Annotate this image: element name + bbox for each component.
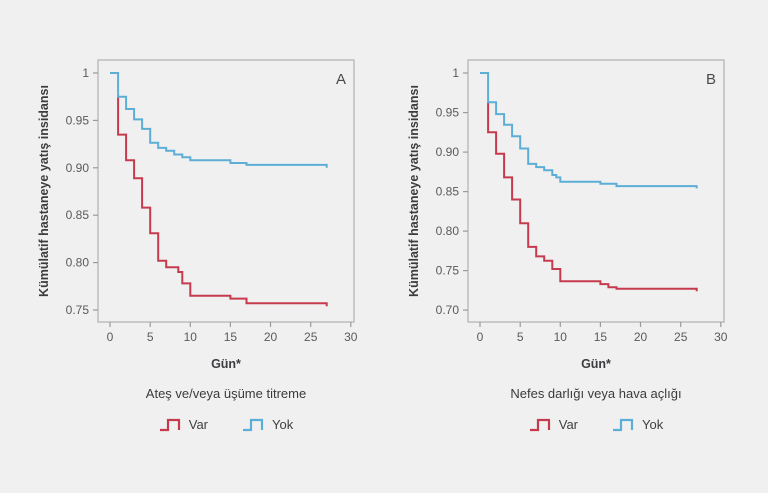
y-tick-label: 0.85: [436, 185, 460, 199]
legend-b-var-label: Var: [558, 417, 579, 432]
legend-a-yok-label: Yok: [272, 417, 294, 432]
panel-letter: A: [336, 71, 346, 88]
x-tick-label: 25: [674, 330, 688, 344]
y-tick-label: 1: [452, 66, 459, 80]
legend-a-item-var: Var: [159, 417, 208, 432]
survival-chart-b: 1 0.95 0.90 0.85 0.80 0.75 0.70 0 5 10 15 20 25 30 Gün…: [407, 59, 728, 371]
var-curve: [117, 96, 328, 307]
x-tick-label: 5: [147, 330, 154, 344]
x-tick-label: 15: [594, 330, 608, 344]
yok-curve: [480, 72, 698, 189]
legend-a-var-label: Var: [188, 417, 209, 432]
plot-frame: [467, 59, 725, 323]
y-tick-label: 0.80: [436, 224, 460, 238]
legend-b-items: Var Yok: [458, 417, 734, 432]
x-tick-label: 15: [224, 330, 238, 344]
y-axis-title: Kümülatif hastaneye yatış insidansı: [37, 85, 51, 297]
legend-b-item-var: Var: [529, 417, 578, 432]
panel-letter: B: [706, 71, 716, 88]
legend-b: Nefes darlığı veya hava açlığı Var Yok: [404, 384, 734, 432]
y-tick-label: 0.85: [66, 208, 90, 222]
step-line-icon: [529, 418, 550, 432]
legend-b-item-yok: Yok: [612, 417, 663, 432]
panel-a: 1 0.95 0.90 0.85 0.80 0.75 0 5 10 15 20 25 30 Gün* Küm…: [34, 48, 364, 493]
legend-b-yok-label: Yok: [642, 417, 664, 432]
y-tick-label: 0.95: [66, 113, 90, 127]
var-curve: [487, 102, 698, 292]
legend-a: Ateş ve/veya üşüme titreme Var Yok: [34, 384, 364, 432]
x-tick-label: 30: [344, 330, 358, 344]
legend-b-title: Nefes darlığı veya hava açlığı: [510, 386, 682, 401]
y-tick-label: 0.95: [436, 106, 460, 120]
y-tick-label: 0.75: [436, 264, 460, 278]
x-tick-label: 0: [107, 330, 114, 344]
x-tick-label: 20: [634, 330, 648, 344]
step-line-icon: [613, 418, 634, 432]
x-tick-label: 20: [264, 330, 278, 344]
legend-a-item-yok: Yok: [242, 417, 293, 432]
y-tick-label: 0.90: [436, 145, 460, 159]
y-tick-label: 1: [82, 66, 89, 80]
y-tick-label: 0.80: [66, 256, 90, 270]
panel-b: 1 0.95 0.90 0.85 0.80 0.75 0.70 0 5 10 15 20 25 30 Gün…: [404, 48, 734, 493]
y-tick-label: 0.75: [66, 303, 90, 317]
yok-curve: [110, 72, 328, 168]
x-tick-label: 10: [184, 330, 198, 344]
survival-chart-a: 1 0.95 0.90 0.85 0.80 0.75 0 5 10 15 20 25 30 Gün* Küm…: [37, 59, 358, 371]
x-axis-title: Gün*: [581, 357, 611, 371]
x-tick-label: 0: [477, 330, 484, 344]
y-tick-label: 0.90: [66, 161, 90, 175]
x-tick-label: 30: [714, 330, 728, 344]
plot-frame: [97, 59, 355, 323]
step-line-icon: [159, 418, 180, 432]
y-tick-label: 0.70: [436, 303, 460, 317]
legend-a-title: Ateş ve/veya üşüme titreme: [145, 386, 307, 401]
step-line-icon: [243, 418, 264, 432]
x-axis-title: Gün*: [211, 357, 241, 371]
legend-a-items: Var Yok: [88, 417, 364, 432]
x-tick-label: 5: [517, 330, 524, 344]
x-tick-label: 10: [554, 330, 568, 344]
x-tick-label: 25: [304, 330, 318, 344]
y-axis-title: Kümülatif hastaneye yatış insidansı: [407, 85, 421, 297]
